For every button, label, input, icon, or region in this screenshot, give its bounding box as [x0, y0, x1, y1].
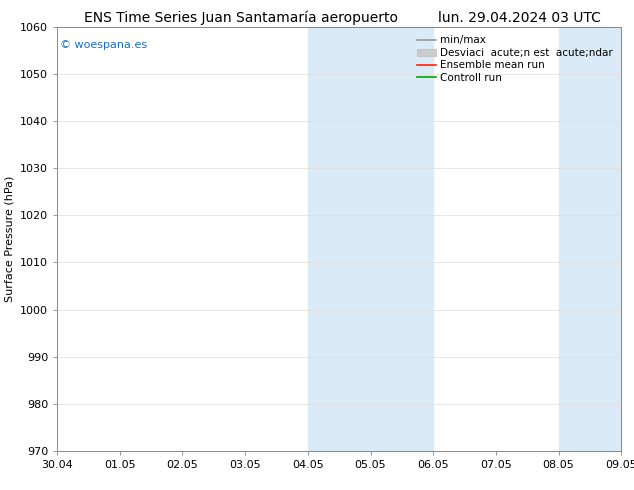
Bar: [559, 27, 621, 451]
Bar: [308, 27, 433, 451]
Legend: min/max, Desviaci  acute;n est  acute;ndar, Ensemble mean run, Controll run: min/max, Desviaci acute;n est acute;ndar…: [414, 32, 616, 86]
Text: lun. 29.04.2024 03 UTC: lun. 29.04.2024 03 UTC: [439, 11, 601, 25]
Text: © woespana.es: © woespana.es: [60, 40, 147, 49]
Text: ENS Time Series Juan Santamaría aeropuerto: ENS Time Series Juan Santamaría aeropuer…: [84, 11, 398, 25]
Y-axis label: Surface Pressure (hPa): Surface Pressure (hPa): [4, 176, 15, 302]
